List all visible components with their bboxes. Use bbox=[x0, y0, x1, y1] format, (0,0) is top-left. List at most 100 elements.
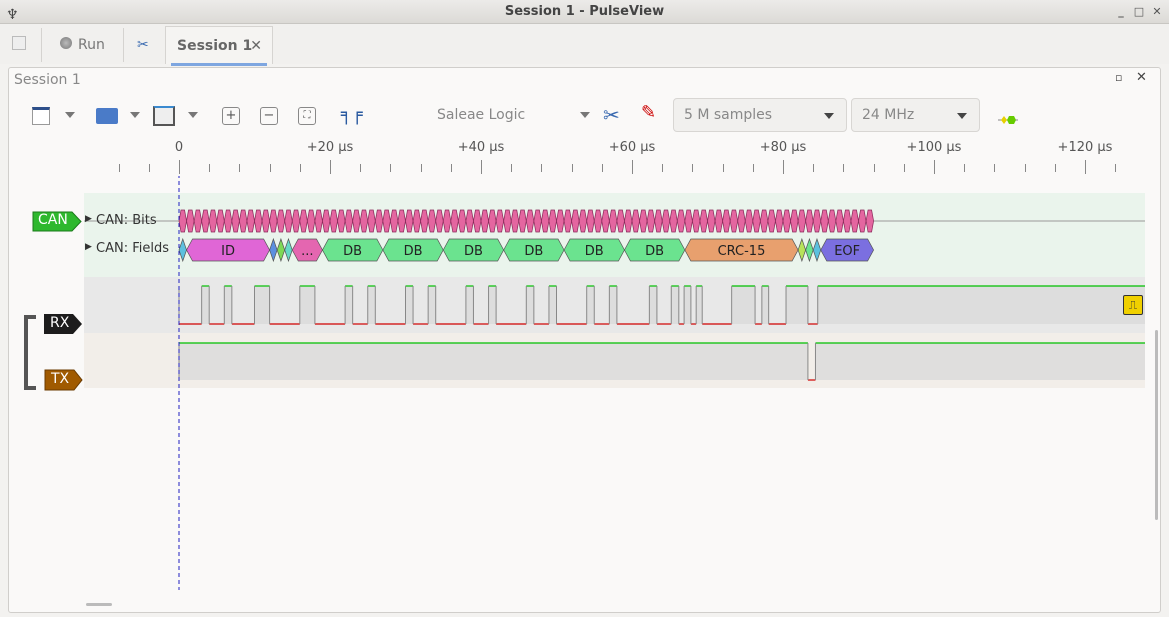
ruler-tick bbox=[209, 164, 211, 172]
close-tab-icon[interactable]: ✕ bbox=[250, 38, 262, 54]
rx-high-fill bbox=[609, 286, 617, 324]
horizontal-scrollbar[interactable] bbox=[86, 603, 112, 606]
can-bit bbox=[661, 209, 671, 233]
ruler-tick bbox=[179, 160, 180, 174]
can-bit bbox=[223, 209, 233, 233]
can-field-label: DB bbox=[464, 244, 483, 259]
can-bit bbox=[329, 209, 338, 233]
tab-label: Session 1 bbox=[177, 38, 253, 54]
can-bit bbox=[397, 209, 406, 233]
new-view-dropdown[interactable] bbox=[65, 112, 75, 118]
close-panel-button[interactable]: ✕ bbox=[1136, 70, 1147, 85]
trace-view[interactable]: ID... DB DB DB DB DB DB CRC-15 EOF bbox=[84, 146, 1145, 590]
maximize-button[interactable]: □ bbox=[1133, 5, 1145, 18]
device-selector[interactable]: Saleae Logic bbox=[437, 107, 526, 123]
can-field-label: ID bbox=[221, 244, 235, 259]
close-window-button[interactable]: ✕ bbox=[1152, 5, 1162, 18]
can-field-label: ... bbox=[301, 244, 313, 259]
open-folder-icon[interactable] bbox=[96, 108, 118, 124]
can-bit bbox=[827, 209, 837, 233]
open-dropdown[interactable] bbox=[130, 112, 140, 118]
probe-config-icon[interactable]: ✎ bbox=[641, 102, 657, 123]
can-bit bbox=[835, 209, 844, 233]
can-field-label: CRC-15 bbox=[718, 244, 766, 259]
can-bit bbox=[412, 209, 421, 233]
can-bit bbox=[208, 209, 218, 233]
ruler-tick bbox=[843, 164, 845, 172]
run-button[interactable]: Run bbox=[60, 26, 105, 64]
can-bit bbox=[216, 209, 225, 233]
ruler-tick bbox=[420, 164, 422, 172]
ruler-tick bbox=[511, 164, 513, 172]
minimize-button[interactable]: _ bbox=[1118, 5, 1124, 18]
tx-channel-label[interactable]: TX bbox=[44, 369, 84, 391]
can-bit bbox=[669, 209, 678, 233]
zoom-fit-icon[interactable]: ⛶ bbox=[298, 107, 316, 125]
zoom-in-icon[interactable]: + bbox=[222, 107, 240, 125]
settings-tools-icon[interactable]: ✂ bbox=[137, 37, 149, 53]
ruler-tick bbox=[330, 160, 331, 174]
float-panel-button[interactable]: ▫ bbox=[1115, 71, 1123, 84]
can-bit bbox=[254, 209, 263, 233]
ruler-tick bbox=[1115, 164, 1117, 172]
can-bit bbox=[284, 209, 293, 233]
sample-count-value: 5 M samples bbox=[684, 107, 773, 123]
can-bit bbox=[322, 209, 331, 233]
rx-high-fill bbox=[488, 286, 497, 324]
ruler-tick-label: +100 µs bbox=[906, 140, 962, 155]
can-bit bbox=[812, 209, 822, 233]
samplerate-select[interactable]: 24 MHz bbox=[851, 98, 980, 132]
device-config-icon[interactable]: ✂ bbox=[603, 103, 620, 127]
can-bit bbox=[337, 209, 346, 233]
can-bit bbox=[586, 209, 595, 233]
can-bits-row-label: CAN: Bits bbox=[96, 213, 157, 228]
ruler-tick bbox=[239, 164, 241, 172]
rx-high-fill bbox=[428, 286, 436, 324]
can-label-text: CAN bbox=[38, 212, 68, 228]
new-view-icon[interactable] bbox=[32, 107, 50, 125]
trigger-edge-icon[interactable]: ⎍ bbox=[1123, 295, 1143, 315]
rx-channel-label[interactable]: RX bbox=[43, 313, 83, 335]
ruler-tick-label: +60 µs bbox=[608, 140, 656, 155]
tab-session-1[interactable]: Session 1 ✕ bbox=[165, 26, 273, 66]
can-bit bbox=[299, 209, 308, 233]
can-bit bbox=[518, 209, 527, 233]
time-ruler[interactable]: 0 +20 µs +40 µs +60 µs +80 µs +100 µs +120 µs bbox=[84, 136, 1145, 176]
can-bit bbox=[450, 209, 459, 233]
rx-high-fill bbox=[526, 286, 534, 324]
save-icon[interactable] bbox=[153, 106, 175, 126]
ruler-tick bbox=[813, 164, 815, 172]
cursors-icon[interactable]: ╕╒ bbox=[341, 104, 363, 125]
can-bit bbox=[427, 209, 437, 233]
can-bit bbox=[790, 209, 799, 233]
can-bit bbox=[314, 209, 323, 233]
device-dropdown[interactable] bbox=[580, 112, 590, 118]
can-bit bbox=[405, 209, 414, 233]
can-field-label: EOF bbox=[834, 244, 860, 259]
expand-fields-icon[interactable]: ▶ bbox=[85, 242, 92, 252]
rx-high-fill bbox=[254, 286, 270, 324]
can-bit bbox=[435, 209, 444, 233]
can-bit bbox=[367, 209, 376, 233]
ruler-tick bbox=[873, 164, 875, 172]
expand-bits-icon[interactable]: ▶ bbox=[85, 214, 92, 224]
vertical-scrollbar[interactable] bbox=[1155, 330, 1158, 520]
add-decoder-icon[interactable] bbox=[998, 110, 1018, 124]
waveform-canvas[interactable]: ID... DB DB DB DB DB DB CRC-15 EOF bbox=[84, 146, 1145, 590]
can-bit bbox=[178, 209, 187, 233]
new-session-icon[interactable] bbox=[12, 36, 26, 50]
sample-count-select[interactable]: 5 M samples bbox=[673, 98, 847, 132]
save-dropdown[interactable] bbox=[188, 112, 198, 118]
main-tab-bar: Run ✂ Session 1 ✕ bbox=[0, 24, 1169, 66]
can-field-label: DB bbox=[645, 244, 664, 259]
tx-high-fill bbox=[815, 343, 1145, 380]
can-bit bbox=[261, 209, 270, 233]
rx-high-fill bbox=[761, 286, 769, 324]
can-decoder-label[interactable]: CAN bbox=[32, 211, 84, 232]
ruler-tick bbox=[934, 160, 935, 174]
zoom-out-icon[interactable]: − bbox=[260, 107, 278, 125]
can-bit bbox=[525, 209, 535, 233]
rx-high-fill bbox=[367, 286, 376, 324]
can-bit bbox=[752, 209, 761, 233]
rx-high-fill bbox=[696, 286, 703, 324]
